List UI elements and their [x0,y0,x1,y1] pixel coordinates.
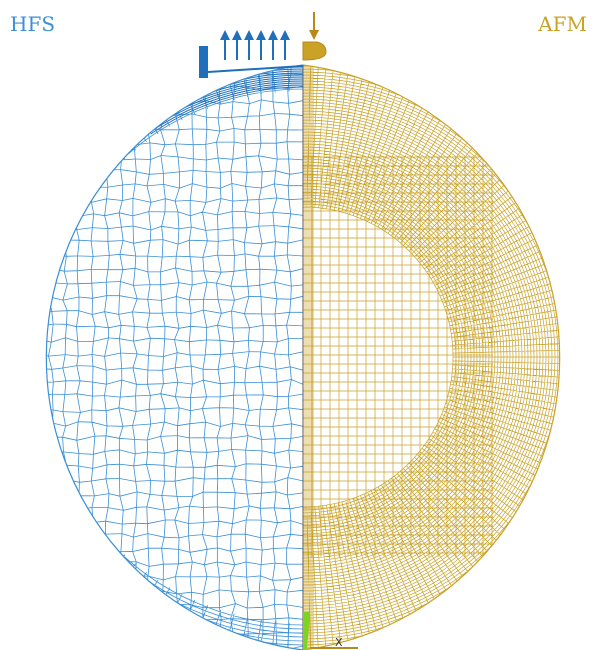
up-arrow-icon [232,30,242,60]
indenter-icon [302,41,327,61]
up-arrow-icon [268,30,278,60]
hfs-mesh-lines [46,65,304,650]
right-panel-label: AFM [538,12,587,36]
up-arrow-icon [280,30,290,60]
support-patch [303,612,310,650]
rigid-plate-icon [199,46,208,78]
afm-boundary [302,64,561,650]
down-arrow-icon [309,12,319,40]
left-panel-label: HFS [10,12,56,36]
up-arrow-icon [256,30,266,60]
afm-mesh-lines [303,65,560,649]
up-arrow-icon [244,30,254,60]
plate-contact-line [207,65,304,73]
hfs-boundary [45,64,304,650]
afm-mesh [303,65,560,649]
axis-x-label: X [335,636,343,649]
hfs-contact-refinement [137,65,304,135]
up-arrows-icon [220,30,290,60]
hfs-mesh [46,65,304,650]
up-arrow-icon [220,30,230,60]
